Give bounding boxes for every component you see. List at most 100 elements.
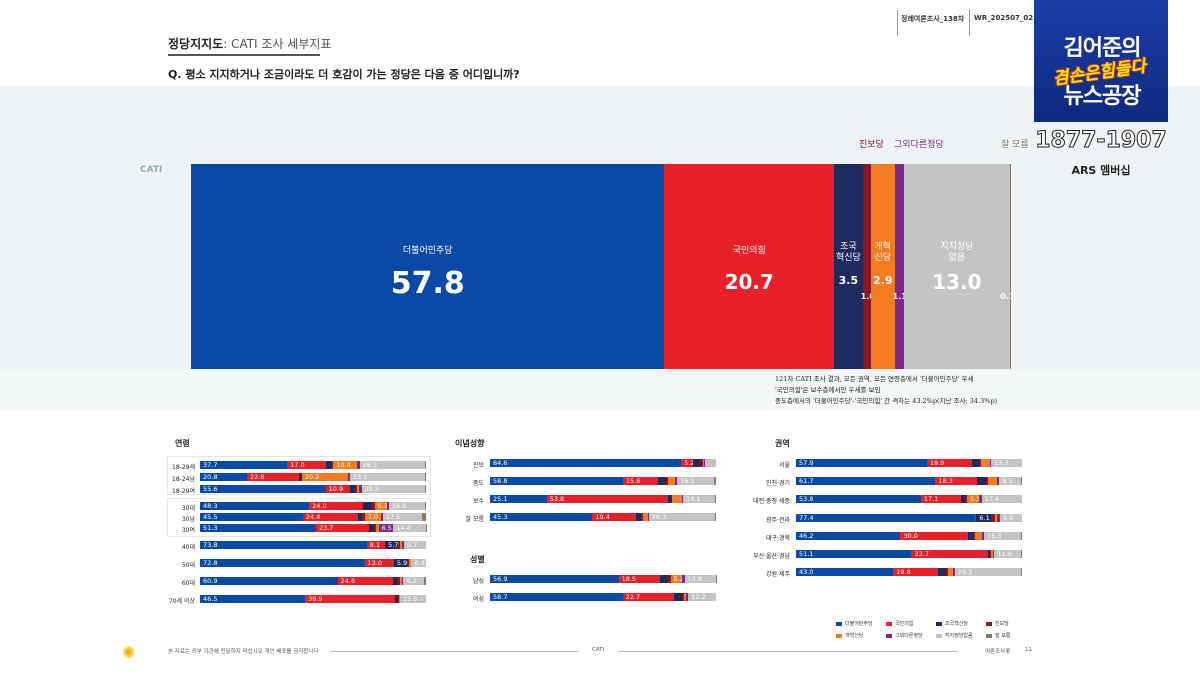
row-label: 진보: [472, 461, 484, 469]
row-bar-segment: 30.0: [900, 532, 969, 540]
row-stacked-bar: 72.8 13.0 5.9 6.4: [200, 559, 426, 567]
row-stacked-bar: 58.7 22.7 12.2: [490, 593, 716, 601]
footer-rule: [618, 651, 958, 652]
legend-swatch: [936, 633, 942, 638]
row-label: 서울: [778, 461, 790, 469]
legend-swatch: [936, 621, 942, 626]
row-bar-segment: [968, 532, 973, 540]
row-bar-value: 18.5: [621, 575, 637, 583]
row-bar-segment: [989, 459, 991, 467]
row-bar-value: 16.3: [986, 532, 1002, 540]
main-bar-segment-label: 국민의힘: [732, 246, 766, 256]
row-bar-segment: 57.9: [796, 459, 927, 467]
row-bar-segment: 43.0: [796, 568, 894, 576]
row-bar-segment: 55.6: [200, 485, 326, 493]
row-bar-segment: [991, 550, 994, 558]
main-bar-segment-label: 지지정당 없음: [940, 242, 974, 263]
row-bar-segment: [331, 461, 334, 469]
row-bar-segment: 5.2: [670, 575, 684, 583]
row-bar-value: 43.0: [799, 568, 814, 576]
row-bar-segment: 13.7: [990, 459, 1022, 467]
legend-item: 진보당: [986, 620, 1009, 627]
row-label: 40대: [181, 543, 195, 551]
row-label: 대구·경북: [766, 534, 790, 542]
row-bar-segment: [397, 541, 401, 549]
row-bar-segment: 73.8: [200, 541, 367, 549]
main-stacked-bar: 더불어민주당 57.8 국민의힘 20.7 조국 혁신당 3.5 1.0 개혁 신당 2.9 1.…: [191, 164, 1015, 369]
row-bar-segment: 51.1: [796, 550, 912, 558]
row-bar-value: 20.8: [203, 473, 218, 481]
row-bar-segment: 25.1: [490, 495, 547, 503]
row-bar-segment: 16.1: [677, 477, 714, 485]
row-label: 여성: [472, 595, 484, 603]
row-bar-value: 28.3: [364, 485, 380, 493]
row-bar-value: 61.7: [799, 477, 814, 485]
row-bar-segment: [972, 532, 975, 540]
row-bar-value: 6.1: [979, 514, 990, 522]
row-bar-segment: 24.6: [337, 577, 394, 585]
analysis-note: 121차 CATI 조사 결과, 모든 권역, 모든 연령층에서 '더불어민주당…: [775, 374, 997, 407]
row-stacked-bar: 60.9 24.6 9.2: [200, 577, 426, 585]
row-bar-segment: [978, 459, 981, 467]
row-bar-segment: [647, 513, 649, 521]
row-bar-segment: [981, 532, 984, 540]
row-bar-segment: [402, 541, 405, 549]
row-bar-segment: 6.1: [976, 514, 991, 522]
row-bar-value: 10.4: [336, 461, 351, 469]
main-bar-segment-value: 1.0: [860, 292, 875, 301]
row-bar-segment: [1021, 550, 1022, 558]
row-bar-segment: 9.2: [403, 577, 425, 585]
row-stacked-bar: 45.3 19.4 29.3: [490, 513, 716, 521]
row-bar-segment: 5.3: [374, 502, 388, 510]
row-bar-value: 48.3: [203, 502, 218, 510]
row-bar-segment: [948, 568, 953, 576]
row-bar-segment: [422, 513, 426, 521]
legend-label: 개혁신당: [845, 633, 864, 639]
row-bar-segment: 15.6: [622, 477, 659, 485]
row-bar-segment: [407, 559, 410, 567]
row-bar-value: 58.8: [493, 477, 508, 485]
row-bar-segment: 12.2: [688, 593, 716, 601]
row-bar-segment: [397, 577, 400, 585]
row-bar-segment: [642, 513, 648, 521]
divider: [897, 10, 898, 36]
row-bar-value: 24.4: [305, 513, 321, 521]
main-bar-segment: 더불어민주당 57.8: [191, 164, 665, 369]
row-label: 남성: [472, 577, 484, 585]
row-stacked-bar: 48.3 24.0 5.3 16.0: [200, 502, 426, 510]
row-bar-value: 17.5: [385, 513, 401, 521]
row-bar-segment: 46.5: [200, 595, 306, 603]
row-bar-value: 17.1: [923, 495, 939, 503]
note-line: '국민의힘'은 보수층에서만 우세를 보임: [775, 386, 881, 394]
row-bar-value: 9.2: [406, 577, 417, 585]
row-bar-segment: [369, 524, 374, 532]
row-bar-segment: 11.5: [399, 595, 426, 603]
row-bar-segment: 18.3: [935, 477, 977, 485]
row-bar-value: 23.7: [318, 524, 334, 532]
row-bar-segment: 23.7: [315, 524, 370, 532]
legend-item: 더불어민주당: [836, 620, 873, 627]
note-background: [0, 370, 1200, 410]
row-bar-segment: 20.8: [200, 473, 247, 481]
row-bar-segment: 45.5: [200, 513, 303, 521]
row-stacked-bar: 58.8 15.6 16.1: [490, 477, 716, 485]
row-bar-segment: [704, 459, 706, 467]
main-bar-segment-value: 0.1: [1000, 292, 1015, 301]
row-bar-segment: 72.8: [200, 559, 365, 567]
row-bar-value: 22.8: [250, 473, 265, 481]
row-bar-segment: [399, 577, 403, 585]
row-label: 부산·울산·경남: [753, 552, 790, 560]
row-bar-segment: 18.5: [618, 575, 661, 583]
row-bar-segment: [671, 495, 682, 503]
row-bar-value: 33.7: [914, 550, 929, 558]
row-bar-value: 46.2: [799, 532, 814, 540]
row-bar-segment: [640, 513, 643, 521]
legend-item: 그외다른정당: [886, 632, 923, 639]
row-bar-segment: [979, 495, 982, 503]
row-bar-value: 9.7: [407, 541, 418, 549]
row-bar-value: 60.9: [203, 577, 218, 585]
row-bar-segment: 58.7: [490, 593, 623, 601]
row-stacked-bar: 55.6 10.9 28.3: [200, 485, 426, 493]
row-bar-value: 19.8: [896, 568, 911, 576]
row-label: 30여: [181, 526, 195, 534]
